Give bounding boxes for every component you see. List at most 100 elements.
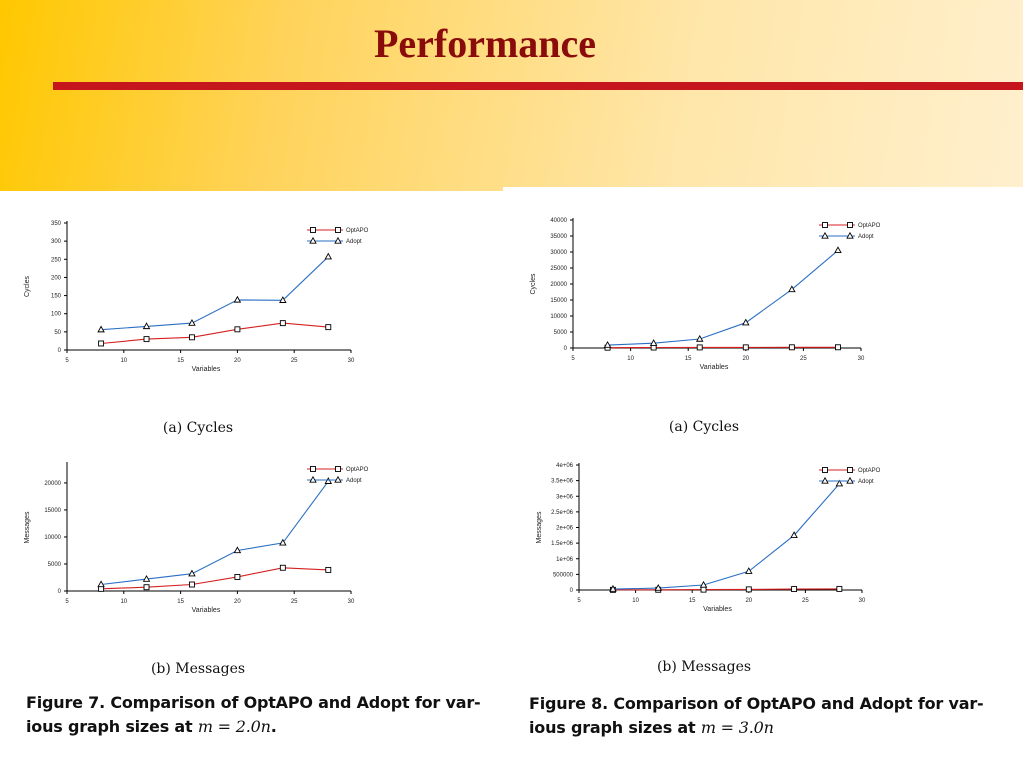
y-axis-label: Cycles (24, 276, 31, 298)
data-point-adopt (142, 322, 151, 330)
legend-marker-adopt (309, 475, 317, 483)
series-line-optapo (101, 567, 329, 590)
legend-marker-optapo (847, 222, 853, 228)
legend-marker-adopt (846, 476, 854, 484)
y-axis-label: Messages (536, 511, 543, 543)
x-tick-label: 10 (120, 358, 127, 364)
figure-8-caption: Figure 8. Comparison of OptAPO and Adopt… (529, 692, 984, 740)
data-point-optapo (791, 586, 798, 593)
data-point-optapo (700, 586, 707, 593)
y-tick-label: 50 (54, 330, 61, 336)
legend-label-adopt: Adopt (346, 239, 362, 245)
x-tick-label: 15 (685, 356, 692, 362)
data-point-adopt (742, 318, 750, 326)
y-tick-label: 2.5e+06 (551, 510, 574, 516)
x-axis-label: Variables (700, 364, 729, 371)
data-point-adopt (788, 285, 796, 293)
data-point-adopt (649, 339, 658, 346)
x-tick-label: 10 (627, 356, 634, 362)
y-tick-label: 20000 (550, 282, 567, 288)
data-point-adopt (699, 580, 708, 588)
legend-marker-adopt (821, 476, 829, 484)
legend-label-optapo: OptAPO (858, 223, 881, 229)
data-point-adopt (97, 325, 105, 333)
x-tick-label: 10 (120, 599, 127, 605)
y-tick-label: 5000 (554, 330, 568, 336)
x-tick-label: 15 (177, 358, 184, 364)
data-point-adopt (188, 319, 196, 326)
x-tick-label: 20 (234, 599, 241, 605)
x-tick-label: 30 (858, 356, 865, 362)
x-axis-label: Variables (192, 366, 221, 373)
fig8-subcaption-a: (a) Cycles (668, 419, 740, 435)
data-point-optapo (143, 584, 150, 591)
x-tick-label: 10 (632, 598, 639, 604)
data-point-optapo (189, 581, 195, 588)
x-tick-label: 30 (859, 598, 866, 604)
legend-marker-adopt (846, 231, 854, 239)
data-point-optapo (234, 573, 241, 580)
y-axis-label: Cycles (530, 273, 537, 295)
y-tick-label: 10000 (44, 535, 61, 541)
y-tick-label: 0 (570, 588, 574, 594)
legend-marker-adopt (309, 236, 317, 244)
chart-fig7-cycles: 0 50 100 150 200 250 300 350 5 10 15 20 25 30 Variable… (24, 221, 369, 373)
y-tick-label: 0 (58, 589, 62, 595)
y-tick-label: 200 (51, 275, 62, 281)
x-tick-label: 5 (65, 358, 69, 364)
legend-label-optapo: OptAPO (858, 468, 881, 474)
data-point-adopt (97, 580, 105, 588)
x-tick-label: 5 (571, 356, 575, 362)
y-axis-label: Messages (24, 511, 31, 543)
y-tick-label: 35000 (550, 234, 567, 240)
x-tick-label: 15 (177, 599, 184, 605)
y-tick-label: 250 (51, 257, 62, 263)
legend-label-adopt: Adopt (858, 479, 874, 485)
y-tick-label: 350 (51, 221, 62, 227)
y-tick-label: 3e+06 (556, 494, 574, 500)
data-point-optapo (788, 344, 795, 351)
y-tick-label: 100 (51, 312, 62, 318)
y-tick-label: 25000 (550, 266, 567, 272)
series-line-adopt (101, 256, 329, 331)
figure-8-caption-math: m = 3.0n (700, 718, 774, 737)
data-point-optapo (325, 324, 332, 331)
data-point-adopt (609, 584, 617, 592)
y-tick-label: 3.5e+06 (551, 479, 574, 485)
y-tick-label: 15000 (550, 298, 567, 304)
data-point-adopt (233, 546, 242, 554)
y-tick-label: 4e+06 (556, 463, 574, 469)
data-point-optapo (745, 586, 752, 593)
chart-fig8-messages: 0 500000 1e+06 1.5e+06 2e+06 2.5e+06 3e+06 3.5e… (536, 463, 881, 613)
slide-title: Performance (373, 21, 597, 66)
figure-7-caption-end: . (270, 717, 277, 736)
figure-7-caption-line2: ious graph sizes at m = 2.0n. (26, 715, 480, 739)
data-point-optapo (189, 334, 195, 341)
data-point-adopt (188, 569, 196, 577)
legend-label-optapo: OptAPO (346, 228, 369, 234)
chart-fig7-messages: 0 5000 10000 15000 20000 5 10 15 20 25 30 Variables… (24, 462, 369, 614)
data-point-optapo (143, 336, 150, 343)
chart-fig8-cycles: 0 5000 10000 15000 20000 25000 30000 35000 40000… (530, 218, 881, 371)
data-point-adopt (279, 296, 287, 303)
x-tick-label: 30 (348, 358, 355, 364)
legend-label-adopt: Adopt (858, 234, 874, 240)
legend-label-adopt: Adopt (346, 478, 362, 484)
y-tick-label: 1e+06 (556, 557, 574, 563)
series-line-adopt (612, 483, 840, 590)
fig7-subcaption-b: (b) Messages (150, 661, 246, 677)
figure-8-caption-line1: Figure 8. Comparison of OptAPO and Adopt… (529, 694, 984, 713)
data-point-adopt (324, 252, 333, 260)
data-point-optapo (696, 344, 703, 351)
x-tick-label: 20 (742, 356, 749, 362)
legend-marker-optapo (822, 467, 828, 473)
legend-label-optapo: OptAPO (346, 467, 369, 473)
figure-7-panel: 0 50 100 150 200 250 300 350 5 10 15 20 25 30 Variable… (0, 191, 503, 767)
data-point-adopt (834, 246, 842, 254)
x-tick-label: 25 (802, 598, 809, 604)
y-tick-label: 150 (51, 294, 62, 300)
x-tick-label: 20 (745, 598, 752, 604)
x-axis-label: Variables (703, 606, 732, 613)
data-point-adopt (745, 567, 753, 574)
data-point-adopt (790, 531, 798, 538)
